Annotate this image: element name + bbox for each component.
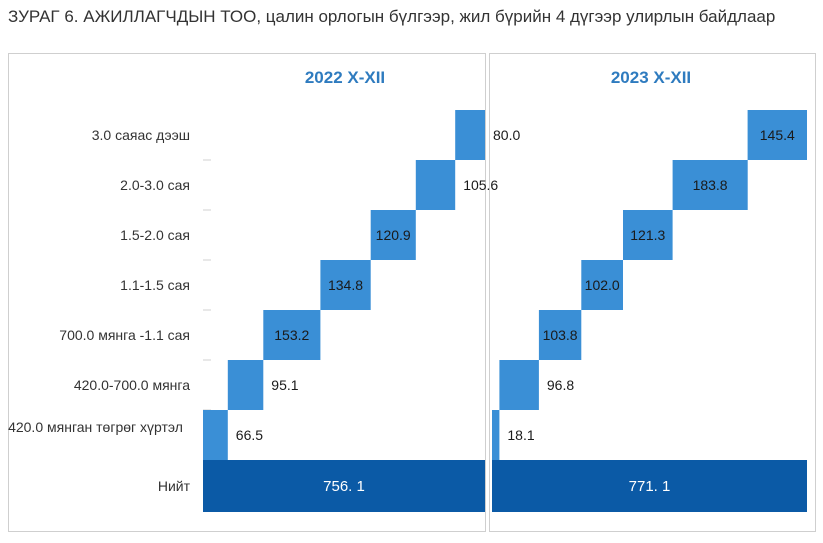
bar-segment-0-1 [415, 160, 456, 210]
value-label-0-4: 153.2 [274, 327, 309, 343]
bar-segment-0-5 [227, 360, 264, 410]
category-label: 420.0 мянган төгрөг хүртэл [8, 419, 183, 435]
value-label-1-0: 145.4 [760, 127, 795, 143]
total-bar-0 [203, 460, 485, 512]
panel-title-2022: 2022 X-XII [304, 68, 386, 87]
category-label: 700.0 мянга -1.1 сая [59, 327, 190, 343]
category-label: 1.1-1.5 сая [120, 277, 190, 293]
bar-segment-0-0 [455, 110, 485, 160]
total-bar-1 [492, 460, 807, 512]
value-label-0-2: 120.9 [376, 227, 411, 243]
bar-segment-1-3 [581, 260, 623, 310]
value-label-1-2: 121.3 [630, 227, 665, 243]
bar-segment-0-2 [370, 210, 416, 260]
bar-segment-1-1 [672, 160, 748, 210]
total-label-0: 756. 1 [323, 478, 365, 495]
bar-segment-0-6 [203, 410, 228, 460]
panel-title-2023: 2023 X-XII [610, 68, 692, 87]
value-label-1-5: 96.8 [547, 377, 574, 393]
category-label: 2.0-3.0 сая [120, 177, 190, 193]
bar-segment-0-4 [263, 310, 321, 360]
bar-segment-1-5 [499, 360, 539, 410]
total-label-1: 771. 1 [629, 478, 671, 495]
bar-segment-1-2 [623, 210, 673, 260]
category-label: 1.5-2.0 сая [120, 227, 190, 243]
value-label-0-3: 134.8 [328, 277, 363, 293]
figure-title: ЗУРАГ 6. АЖИЛЛАГЧДЫН ТОО, цалин орлогын … [8, 7, 776, 26]
category-label: 420.0-700.0 мянга [73, 377, 190, 393]
value-label-0-6: 66.5 [236, 427, 263, 443]
value-label-1-3: 102.0 [585, 277, 620, 293]
value-label-1-6: 18.1 [507, 427, 534, 443]
category-label: 3.0 саяас дээш [91, 127, 190, 143]
value-label-0-0: 80.0 [493, 127, 520, 143]
category-label: Нийт [157, 478, 190, 494]
value-label-1-1: 183.8 [693, 177, 728, 193]
value-label-0-1: 105.6 [463, 177, 498, 193]
bar-segment-0-3 [320, 260, 371, 310]
bar-segment-1-0 [747, 110, 807, 160]
bar-segment-1-4 [538, 310, 582, 360]
value-label-0-5: 95.1 [271, 377, 298, 393]
bar-segment-1-6 [492, 410, 500, 460]
value-label-1-4: 103.8 [543, 327, 578, 343]
panel-frame-2022 [8, 53, 486, 532]
